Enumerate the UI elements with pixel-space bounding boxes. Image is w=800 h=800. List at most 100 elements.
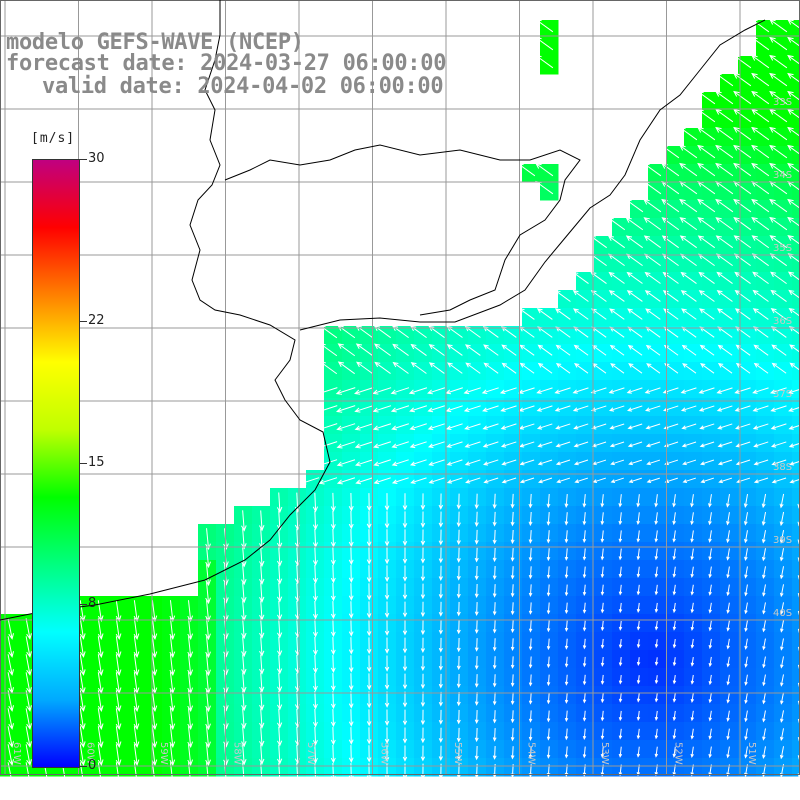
wind-arrow [769, 126, 788, 141]
wind-arrow [169, 690, 176, 713]
wind-arrow [582, 638, 587, 650]
wind-arrow [510, 746, 515, 760]
wind-arrow [456, 691, 461, 707]
wind-arrow [366, 691, 372, 709]
wind-arrow [770, 289, 787, 302]
wind-arrow [734, 271, 751, 284]
wind-arrow [384, 709, 390, 726]
wind-arrow [618, 620, 623, 631]
wind-arrow [733, 108, 752, 123]
wind-arrow [779, 511, 785, 527]
wind-arrow [427, 441, 445, 448]
wind-arrow [456, 709, 461, 725]
wind-arrow [25, 690, 32, 712]
wind-arrow [636, 657, 641, 667]
wind-arrow [762, 584, 766, 597]
wind-arrow [510, 493, 515, 509]
wind-arrow [420, 709, 426, 726]
speed-cell [792, 524, 800, 543]
wind-arrow [636, 602, 641, 614]
wind-arrow [751, 72, 770, 87]
wind-arrow [241, 618, 247, 640]
speed-cell [792, 308, 800, 327]
wind-arrow [645, 405, 661, 412]
wind-arrow [582, 494, 587, 508]
wind-arrow [680, 387, 697, 394]
wind-arrow [169, 618, 176, 641]
wind-arrow [618, 530, 623, 543]
wind-arrow [646, 363, 661, 374]
wind-arrow [151, 708, 158, 731]
wind-arrow [312, 510, 318, 531]
wind-arrow [645, 441, 661, 448]
wind-arrow [751, 36, 770, 51]
wind-arrow [734, 387, 751, 394]
longitude-label: 51W [746, 742, 757, 765]
wind-arrow [788, 326, 800, 335]
wind-arrow [317, 405, 338, 413]
wind-arrow [690, 494, 694, 508]
wind-arrow [744, 710, 748, 723]
wind-arrow [492, 728, 497, 742]
wind-arrow [336, 459, 356, 467]
wind-arrow [564, 710, 569, 723]
wind-arrow [664, 477, 678, 484]
wind-arrow [726, 620, 730, 632]
longitude-label: 54W [526, 742, 537, 765]
wind-arrow [483, 477, 499, 484]
wind-arrow [317, 387, 338, 395]
wind-arrow [609, 308, 625, 320]
wind-arrow [384, 529, 390, 547]
wind-arrow [438, 727, 443, 743]
wind-arrow [555, 441, 571, 448]
wind-arrow [25, 636, 32, 658]
wind-arrow [734, 405, 751, 412]
wind-arrow [456, 529, 461, 546]
wind-arrow [672, 746, 677, 758]
wind-arrow [690, 602, 695, 614]
wind-arrow [276, 636, 283, 657]
wind-arrow [335, 405, 356, 413]
wind-arrow [681, 423, 697, 430]
wind-arrow [744, 674, 748, 686]
wind-arrow [474, 674, 479, 688]
wind-arrow [276, 708, 283, 729]
wind-arrow [690, 512, 694, 526]
wind-arrow [708, 620, 712, 632]
wind-arrow [697, 126, 716, 141]
wind-arrow [734, 308, 751, 320]
wind-arrow [390, 387, 410, 395]
wind-arrow [680, 290, 697, 302]
wind-arrow [115, 636, 122, 658]
wind-arrow [682, 459, 697, 466]
speed-cell [792, 182, 800, 201]
wind-arrow [7, 654, 15, 676]
wind-arrow [312, 582, 318, 602]
wind-arrow [205, 582, 211, 605]
wind-arrow [391, 477, 409, 484]
wind-arrow [735, 344, 751, 356]
wind-arrow [420, 493, 426, 511]
wind-arrow [258, 510, 265, 532]
speed-cell [792, 164, 800, 183]
wind-arrow [769, 198, 788, 213]
wind-arrow [715, 198, 734, 213]
wind-arrow [644, 290, 661, 302]
wind-arrow [402, 691, 408, 708]
wind-arrow [151, 600, 158, 623]
wind-arrow [133, 726, 140, 748]
wind-arrow [481, 387, 499, 395]
colorbar-tick [79, 159, 87, 160]
wind-arrow [151, 636, 158, 659]
speed-cell [792, 722, 800, 741]
wind-arrow [528, 692, 533, 705]
wind-arrow [456, 655, 461, 671]
wind-arrow [464, 459, 481, 466]
wind-arrow [752, 289, 769, 302]
wind-arrow [654, 620, 659, 631]
wind-arrow [528, 620, 533, 633]
wind-arrow [610, 363, 625, 374]
wind-arrow [499, 387, 517, 394]
wind-arrow [536, 423, 553, 430]
wind-arrow [600, 638, 605, 649]
